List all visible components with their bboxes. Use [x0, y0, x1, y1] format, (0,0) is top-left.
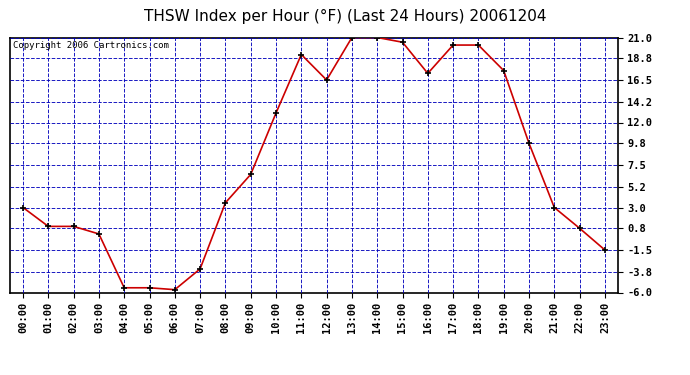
Text: Copyright 2006 Cartronics.com: Copyright 2006 Cartronics.com — [13, 41, 169, 50]
Text: THSW Index per Hour (°F) (Last 24 Hours) 20061204: THSW Index per Hour (°F) (Last 24 Hours)… — [144, 9, 546, 24]
